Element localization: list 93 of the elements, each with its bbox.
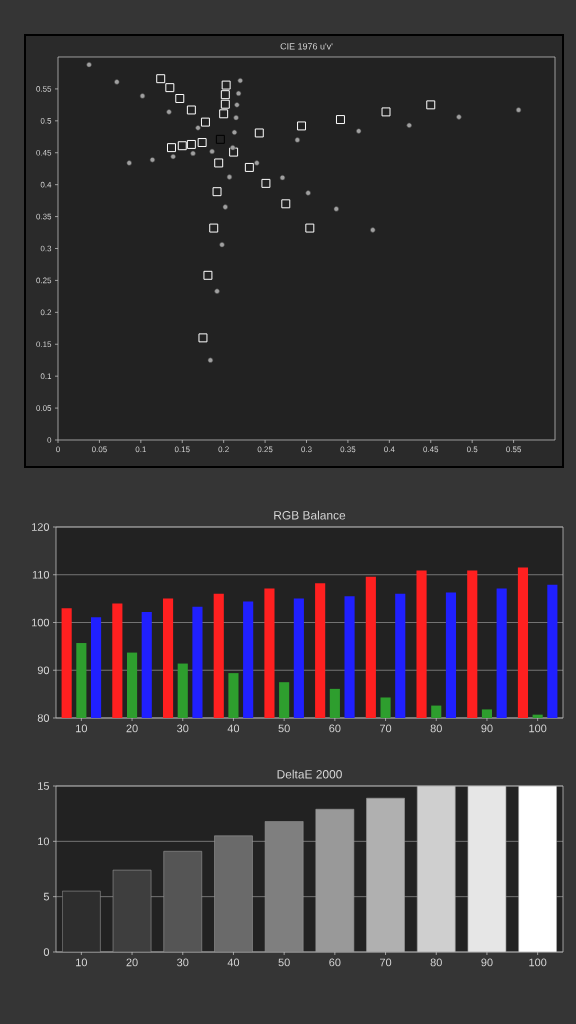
- x-tick-label: 70: [380, 724, 392, 733]
- point: [231, 129, 238, 136]
- point: [197, 138, 207, 148]
- point: [207, 357, 214, 363]
- y-tick-label: 80: [37, 714, 50, 722]
- chart-title: CIE 1976 u'v': [280, 43, 333, 50]
- point: [370, 227, 376, 233]
- point: [406, 122, 412, 128]
- x-tick-label: 90: [481, 958, 493, 967]
- point: [219, 241, 225, 248]
- point: [209, 223, 219, 233]
- point: [195, 125, 201, 131]
- point: [261, 178, 271, 188]
- bar: [518, 786, 557, 952]
- x-tick-label: 30: [177, 958, 189, 967]
- y-tick-label: 0: [43, 948, 50, 956]
- y-tick-label: 110: [32, 570, 50, 579]
- x-tick-label: 90: [481, 724, 493, 733]
- x-tick-label: 50: [278, 958, 290, 967]
- point: [166, 109, 172, 115]
- point: [165, 83, 175, 93]
- point: [126, 160, 132, 166]
- x-tick-label: 10: [76, 958, 87, 967]
- point: [279, 174, 286, 181]
- point: [254, 128, 264, 138]
- x-tick-label: 100: [529, 958, 547, 967]
- y-tick-label: 120: [32, 523, 50, 531]
- x-tick-label: 40: [227, 958, 240, 967]
- chart-title: RGB Balance: [274, 510, 346, 520]
- chart-title: DeltaE 2000: [277, 769, 342, 779]
- point: [175, 94, 185, 103]
- point: [230, 144, 236, 151]
- point: [456, 114, 462, 120]
- point: [356, 128, 362, 134]
- point: [203, 270, 213, 280]
- point: [186, 105, 196, 115]
- y-tick-label: 10: [38, 837, 50, 846]
- point: [221, 80, 231, 90]
- point: [219, 109, 229, 119]
- y-tick-label: 90: [37, 666, 50, 675]
- point: [254, 160, 260, 166]
- point: [234, 102, 240, 108]
- x-tick-label: 50: [278, 724, 290, 733]
- point: [114, 79, 120, 85]
- point: [200, 117, 210, 127]
- x-tick-label: 70: [380, 958, 392, 967]
- point: [305, 190, 311, 196]
- x-tick-label: 30: [177, 724, 189, 733]
- x-tick-label: 80: [430, 724, 442, 733]
- point: [235, 90, 242, 97]
- x-tick-label: 100: [529, 724, 547, 733]
- point: [170, 153, 176, 160]
- y-tick-label: 15: [38, 782, 50, 790]
- point: [186, 139, 196, 149]
- point: [426, 100, 436, 110]
- point: [198, 333, 208, 343]
- point: [167, 143, 176, 153]
- x-tick-label: 80: [430, 958, 442, 967]
- point: [244, 162, 254, 172]
- y-tick-label: 100: [32, 618, 50, 627]
- point: [229, 147, 239, 157]
- point: [220, 90, 230, 100]
- point: [381, 107, 391, 117]
- point: [139, 93, 146, 99]
- x-tick-label: 20: [126, 724, 138, 733]
- point: [222, 204, 229, 210]
- x-tick-label: 10: [76, 724, 88, 733]
- point: [515, 107, 522, 113]
- point: [294, 137, 301, 143]
- point: [237, 77, 243, 84]
- point: [212, 187, 222, 197]
- point: [281, 199, 291, 209]
- x-tick-label: 60: [329, 958, 341, 967]
- point: [190, 150, 196, 157]
- point: [305, 223, 315, 233]
- x-tick-label: 60: [329, 724, 341, 733]
- point: [214, 158, 224, 168]
- y-tick-label: 5: [43, 892, 50, 901]
- point: [156, 74, 166, 84]
- point: [335, 115, 345, 125]
- point: [297, 121, 307, 131]
- point: [333, 206, 340, 212]
- x-tick-label: 40: [227, 724, 240, 733]
- point: [226, 174, 233, 180]
- x-tick-label: 20: [126, 958, 138, 967]
- point: [220, 99, 230, 109]
- point: [209, 148, 215, 155]
- point: [233, 114, 239, 121]
- point: [215, 134, 225, 144]
- point: [177, 141, 187, 151]
- point: [149, 157, 156, 163]
- point: [214, 288, 220, 294]
- point: [86, 61, 92, 68]
